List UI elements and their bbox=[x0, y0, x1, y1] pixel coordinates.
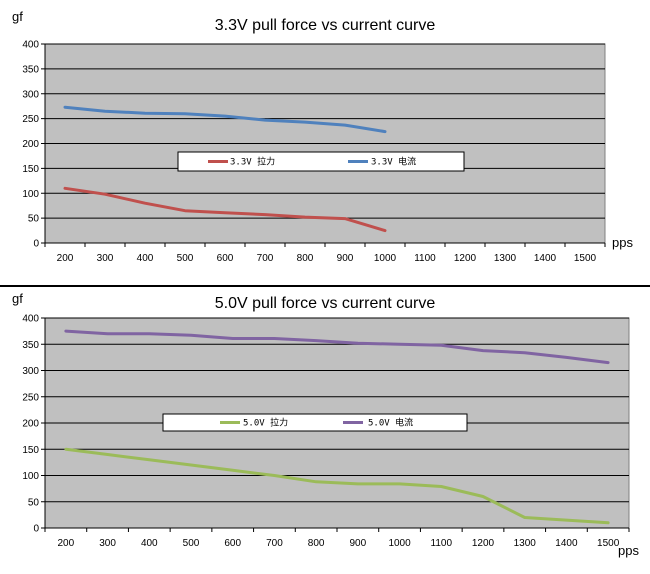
x-tick-label: 1300 bbox=[494, 253, 517, 264]
y-tick-label: 250 bbox=[22, 392, 39, 403]
y-tick-label: 50 bbox=[28, 497, 40, 508]
y-tick-label: 400 bbox=[22, 40, 39, 51]
x-tick-label: 1200 bbox=[454, 253, 477, 264]
x-tick-label: 1000 bbox=[374, 253, 397, 264]
chart-panel-3v3: 3.3V pull force vs current curve gf 0 50 100… bbox=[0, 0, 650, 286]
x-tick-label: 1500 bbox=[574, 253, 597, 264]
x-tick-label: 1400 bbox=[555, 538, 578, 549]
x-tick-label: 700 bbox=[266, 538, 283, 549]
x-tick-label: 200 bbox=[57, 253, 74, 264]
x-axis-label: pps bbox=[618, 543, 639, 558]
y-tick-label: 350 bbox=[22, 340, 39, 351]
x-tick-label: 800 bbox=[297, 253, 314, 264]
legend-label: 5.0V 电流 bbox=[368, 417, 413, 429]
x-tick-label: 300 bbox=[99, 538, 116, 549]
x-tick-label: 900 bbox=[337, 253, 354, 264]
x-tick-label: 1200 bbox=[472, 538, 495, 549]
chart-title: 3.3V pull force vs current curve bbox=[215, 17, 436, 34]
y-tick-label: 150 bbox=[22, 164, 39, 175]
legend: 3.3V 拉力 3.3V 电流 bbox=[177, 151, 465, 172]
x-tick-label: 1000 bbox=[388, 538, 411, 549]
x-tick-label: 600 bbox=[224, 538, 241, 549]
y-tick-label: 0 bbox=[33, 524, 39, 535]
y-tick-label: 100 bbox=[22, 471, 39, 482]
x-tick-label: 200 bbox=[58, 538, 75, 549]
y-axis-label: gf bbox=[12, 9, 23, 24]
y-tick-label: 300 bbox=[22, 89, 39, 100]
y-tick-label: 100 bbox=[22, 189, 39, 200]
y-tick-label: 400 bbox=[22, 314, 39, 325]
x-tick-label: 800 bbox=[308, 538, 325, 549]
y-axis-label: gf bbox=[12, 291, 23, 306]
chart-3v3: 3.3V pull force vs current curve gf 0 50 100… bbox=[12, 9, 633, 264]
legend-label: 3.3V 拉力 bbox=[230, 156, 275, 168]
series-line-2 bbox=[63, 105, 387, 134]
chart-5v0: 5.0V pull force vs current curve gf 0 50 100… bbox=[12, 291, 639, 558]
legend-box bbox=[162, 413, 468, 432]
panel-divider bbox=[0, 285, 650, 287]
x-tick-label: 1100 bbox=[414, 253, 436, 264]
x-tick-label: 300 bbox=[97, 253, 114, 264]
x-tick-label: 900 bbox=[350, 538, 367, 549]
y-tick-label: 300 bbox=[22, 366, 39, 377]
series-line-1 bbox=[63, 186, 387, 233]
x-tick-label: 1400 bbox=[534, 253, 557, 264]
legend-box bbox=[177, 151, 465, 172]
x-tick-label: 1300 bbox=[514, 538, 537, 549]
legend: 5.0V 拉力 5.0V 电流 bbox=[162, 413, 468, 432]
y-tick-label: 0 bbox=[33, 239, 39, 250]
y-tick-label: 350 bbox=[22, 64, 39, 75]
y-tick-label: 200 bbox=[22, 139, 39, 150]
x-axis-label: pps bbox=[612, 235, 633, 250]
y-tick-label: 150 bbox=[22, 445, 39, 456]
x-tick-label: 1100 bbox=[431, 538, 453, 549]
series-line-1 bbox=[64, 447, 610, 525]
x-tick-label: 600 bbox=[217, 253, 234, 264]
chart-panel-5v0: 5.0V pull force vs current curve gf 0 50 100… bbox=[0, 287, 650, 574]
y-tick-label: 250 bbox=[22, 114, 39, 125]
legend-label: 5.0V 拉力 bbox=[243, 417, 288, 429]
chart-title: 5.0V pull force vs current curve bbox=[215, 295, 436, 312]
x-tick-label: 500 bbox=[177, 253, 194, 264]
y-tick-label: 50 bbox=[28, 214, 40, 225]
x-tick-label: 1500 bbox=[597, 538, 620, 549]
y-tick-label: 200 bbox=[22, 419, 39, 430]
legend-label: 3.3V 电流 bbox=[371, 156, 416, 168]
x-tick-label: 500 bbox=[183, 538, 200, 549]
x-tick-label: 400 bbox=[137, 253, 154, 264]
x-tick-label: 400 bbox=[141, 538, 158, 549]
x-tick-label: 700 bbox=[257, 253, 274, 264]
series-line-2 bbox=[64, 329, 610, 365]
